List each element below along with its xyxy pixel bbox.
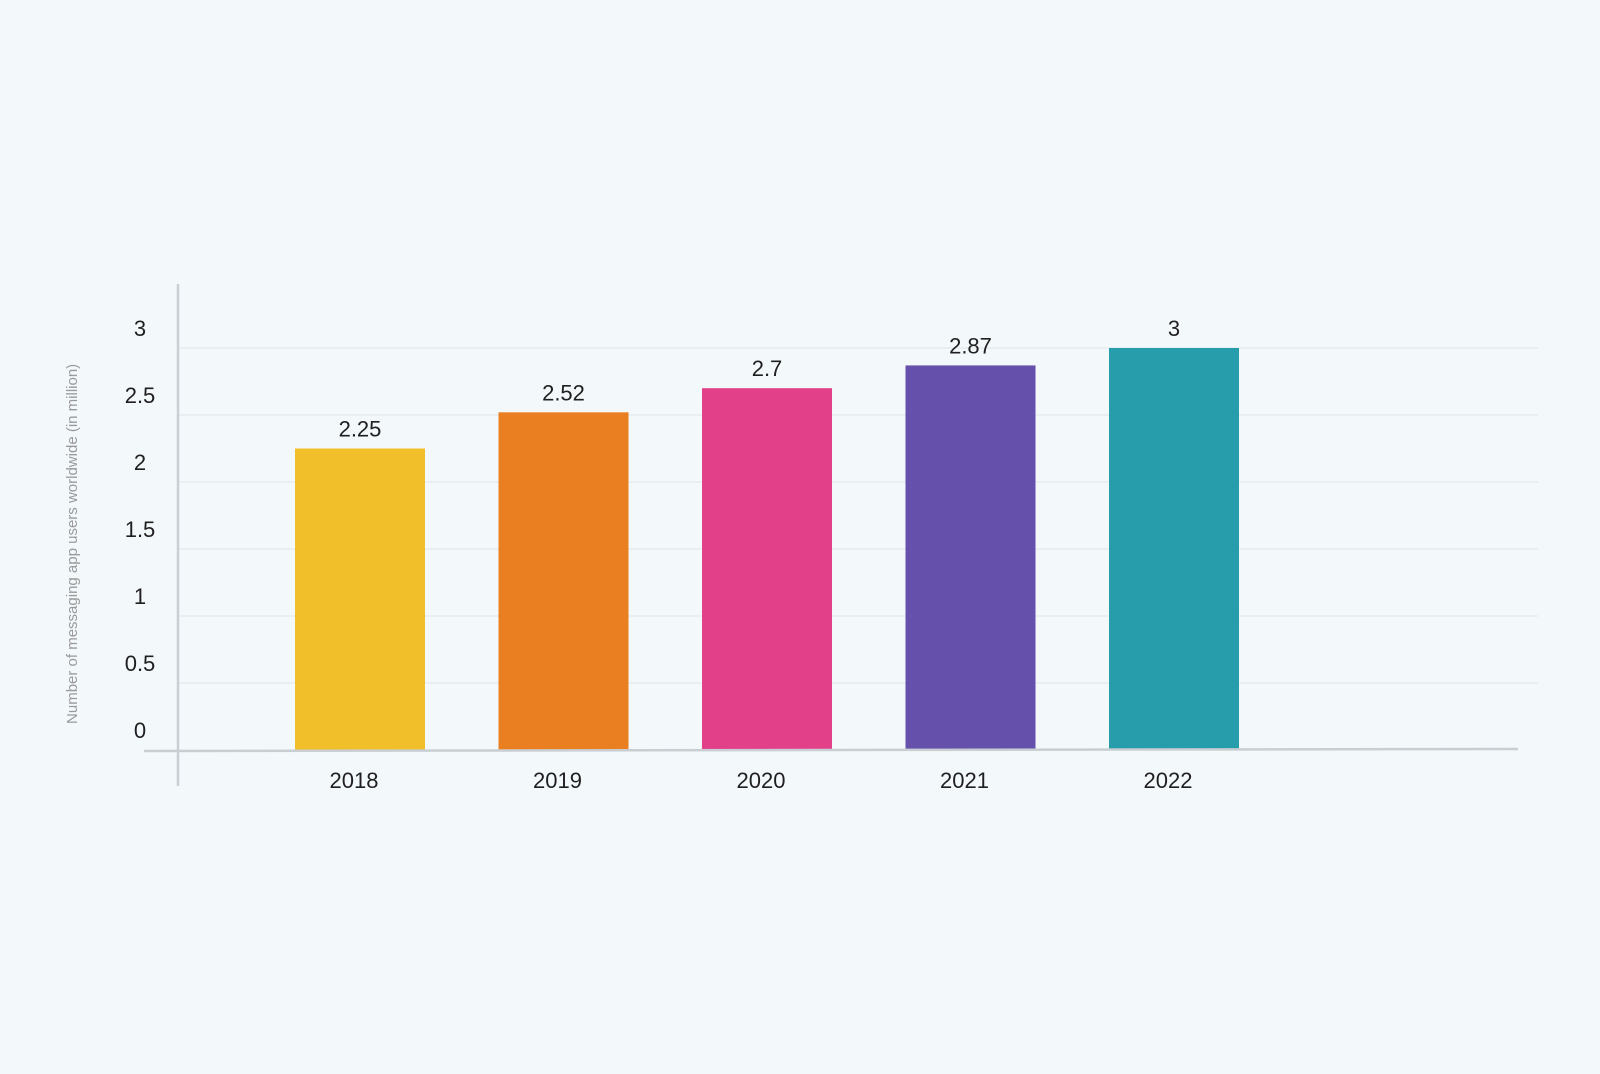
bar xyxy=(295,448,425,750)
y-tick-label: 0 xyxy=(134,718,146,743)
bar xyxy=(1109,348,1239,750)
y-tick-label: 1.5 xyxy=(125,517,156,542)
y-tick-label: 0.5 xyxy=(125,651,156,676)
y-axis-title: Number of messaging app users worldwide … xyxy=(64,364,81,724)
labels: 0 0.5 1 1.5 2 2.5 3 2.25 2018 2.52 2019 2.7 2020 2.87… xyxy=(125,316,1193,793)
x-tick-label: 2021 xyxy=(940,768,989,793)
data-label: 2.7 xyxy=(752,356,783,381)
y-tick-label: 1 xyxy=(134,584,146,609)
axes xyxy=(143,284,1519,786)
bars xyxy=(295,348,1239,750)
x-axis-line xyxy=(143,747,1519,753)
y-tick-label: 3 xyxy=(134,316,146,341)
x-tick-label: 2018 xyxy=(330,768,379,793)
x-tick-label: 2020 xyxy=(737,768,786,793)
x-tick-label: 2022 xyxy=(1144,768,1193,793)
data-label: 3 xyxy=(1168,316,1180,341)
y-tick-label: 2 xyxy=(134,450,146,475)
x-tick-label: 2019 xyxy=(533,768,582,793)
data-label: 2.87 xyxy=(949,333,992,358)
bar xyxy=(702,388,832,750)
data-label: 2.25 xyxy=(339,417,382,442)
bar xyxy=(498,412,629,750)
bar xyxy=(905,365,1036,750)
data-label: 2.52 xyxy=(542,380,585,405)
y-tick-label: 2.5 xyxy=(125,383,156,408)
